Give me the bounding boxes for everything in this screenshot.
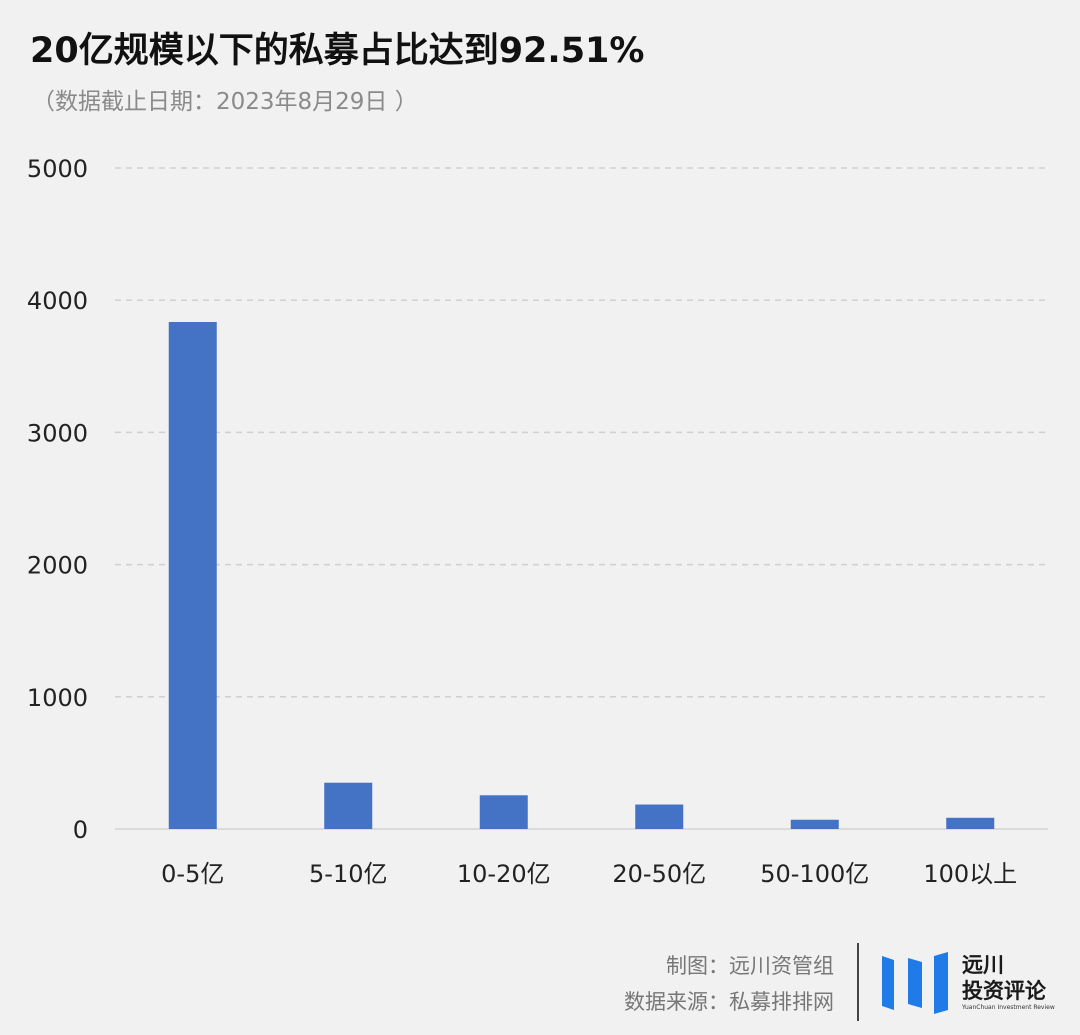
bar [479,795,528,829]
bar [946,817,995,829]
footer-divider [857,943,859,1021]
y-tick-label: 4000 [27,287,88,315]
x-tick-label: 0-5亿 [161,860,224,888]
y-tick-label: 2000 [27,552,88,580]
logo-name-line2: 投资评论 [962,979,1046,1003]
chart-subtitle: （数据截止日期：2023年8月29日 ） [32,89,418,115]
bar [790,819,839,829]
bar [635,804,684,829]
chart-title: 20亿规模以下的私募占比达到92.51% [30,31,645,71]
x-axis-ticks: 0-5亿 5-10亿 10-20亿 20-50亿 50-100亿 100以上 [161,860,1017,888]
yuanchuan-logo-icon [882,952,948,1014]
chart-credit: 制图：远川资管组 [666,954,834,978]
logo-name-en: YuanChuan Investment Review [962,1004,1055,1011]
y-tick-label: 3000 [27,419,88,447]
footer-credits: 制图：远川资管组 数据来源：私募排排网 [624,948,834,1020]
x-tick-label: 20-50亿 [612,860,706,888]
logo-name-line1: 远川 [962,953,1004,977]
y-tick-label: 5000 [27,155,88,183]
data-source: 数据来源：私募排排网 [624,990,834,1014]
x-tick-label: 5-10亿 [309,860,387,888]
bars [168,322,995,829]
y-tick-label: 0 [73,816,88,844]
bar [168,322,217,829]
x-tick-label: 10-20亿 [457,860,551,888]
x-tick-label: 50-100亿 [760,860,869,888]
x-tick-label: 100以上 [923,860,1017,888]
bar-chart: 0 1000 2000 3000 4000 5000 0-5亿 5-10亿 10-20亿 20-… [27,155,1048,888]
y-axis-ticks: 0 1000 2000 3000 4000 5000 [27,155,88,844]
gridlines [115,167,1048,830]
y-tick-label: 1000 [27,684,88,712]
logo-name: 远川 投资评论 [962,952,1046,1004]
bar [324,782,373,829]
